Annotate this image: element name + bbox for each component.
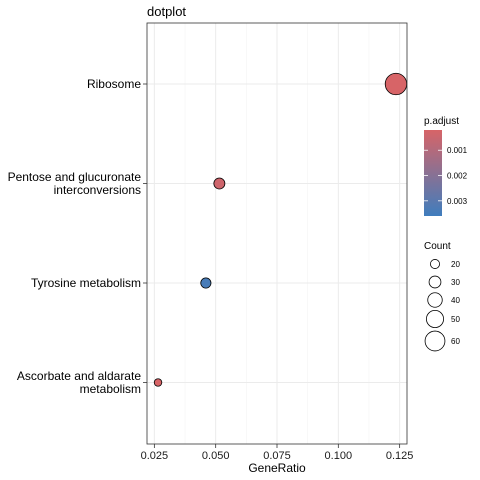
y-category-label: Pentose and glucuronate (8, 170, 142, 184)
x-tick-label: 0.050 (202, 450, 230, 462)
x-axis-title: GeneRatio (248, 461, 306, 475)
size-legend-key (427, 292, 443, 308)
color-legend-label: 0.001 (447, 146, 468, 155)
size-legend-label: 60 (451, 337, 460, 346)
color-legend-ticks: 0.001 0.002 0.003 (424, 146, 468, 206)
size-legend-key (430, 259, 440, 269)
x-tick-label: 0.075 (263, 450, 291, 462)
color-bar (424, 130, 442, 216)
size-legend-label: 50 (451, 315, 460, 324)
y-category-label: Ascorbate and aldarate (17, 369, 141, 383)
color-legend-title: p.adjust (424, 116, 459, 127)
size-legend-keys: 20 30 40 50 60 (424, 259, 460, 352)
data-points (153, 72, 408, 387)
chart-title: dotplot (147, 4, 186, 19)
y-category-label: Ribosome (87, 77, 141, 91)
y-category-label: Tyrosine metabolism (31, 276, 141, 290)
y-category-label: interconversions (54, 183, 141, 197)
size-legend-label: 20 (451, 260, 460, 269)
size-legend-title: Count (424, 241, 451, 252)
x-tick-label: 0.125 (386, 450, 414, 462)
size-legend-label: 40 (451, 296, 460, 305)
y-category-label: metabolism (80, 382, 141, 396)
data-point (153, 378, 163, 387)
data-point (384, 72, 408, 96)
x-axis: 0.025 0.050 0.075 0.100 0.125 (141, 444, 414, 462)
x-tick-label: 0.100 (325, 450, 353, 462)
data-point (213, 177, 226, 190)
color-legend-label: 0.003 (447, 197, 468, 206)
data-point (200, 277, 212, 289)
size-legend-key (425, 309, 444, 328)
y-axis-labels: Ribosome Pentose and glucuronateinterconv… (8, 77, 147, 396)
x-tick-label: 0.025 (141, 450, 169, 462)
size-legend-label: 30 (451, 278, 460, 287)
color-legend: p.adjust 0.001 0.002 0.003 (424, 116, 468, 216)
size-legend-key (424, 330, 446, 352)
size-legend: Count 20 30 40 50 60 (424, 241, 460, 352)
color-legend-label: 0.002 (447, 172, 468, 181)
size-legend-key (428, 275, 442, 289)
